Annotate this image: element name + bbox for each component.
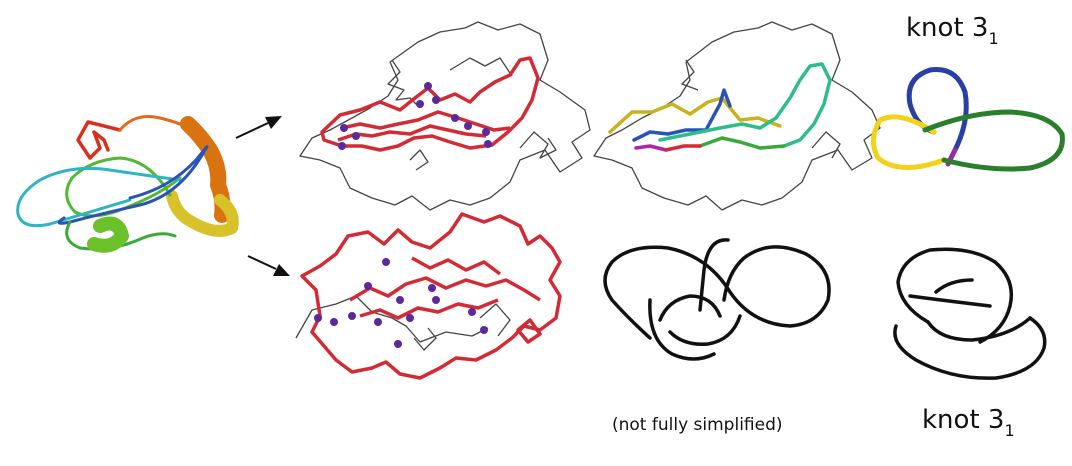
chain-yellow	[608, 96, 782, 134]
knot-arc-green	[922, 109, 1065, 172]
chain-green	[698, 136, 786, 150]
purple-beads-top-center	[338, 82, 492, 150]
chain-blue	[632, 88, 732, 142]
label-knot-top: knot 31	[906, 13, 999, 48]
knot-diagram-unsimplified	[603, 238, 831, 361]
knot-arc-blue	[906, 66, 969, 153]
ribbon-green-helix	[87, 216, 129, 253]
knot-arc-yellow	[871, 114, 947, 171]
backbone-top-right	[593, 21, 881, 211]
colored-subchain-top-right	[608, 62, 832, 152]
chain-teal	[658, 62, 832, 148]
chain-magenta	[634, 144, 668, 152]
purple-beads-bottom-center	[314, 258, 488, 348]
chain-red	[664, 144, 702, 152]
arrow-top	[235, 116, 282, 139]
red-subchain-top-center	[320, 56, 540, 152]
ribbon-green-strand	[65, 156, 182, 218]
arrow-bottom	[247, 255, 290, 276]
label-knot-bottom-main: knot 3	[922, 405, 1004, 435]
label-knot-bottom-sub: 1	[1004, 421, 1014, 440]
knot-diagram-simplified	[893, 247, 1047, 380]
label-knot-top-sub: 1	[988, 29, 998, 48]
red-chain-bottom-center	[300, 212, 562, 380]
ribbon-yellow-helix	[166, 190, 239, 237]
backbone-top-center	[299, 21, 591, 211]
ribbon-red-segment	[76, 120, 122, 160]
backbone-bottom-center	[295, 295, 511, 351]
label-not-simplified: (not fully simplified)	[612, 415, 783, 435]
label-knot-bottom: knot 31	[922, 405, 1015, 440]
knot-diagram-colored	[871, 66, 1065, 172]
label-knot-top-main: knot 3	[906, 13, 988, 43]
protein-ribbon-cartoon	[16, 115, 239, 253]
ribbon-cyan-strand	[16, 166, 182, 228]
